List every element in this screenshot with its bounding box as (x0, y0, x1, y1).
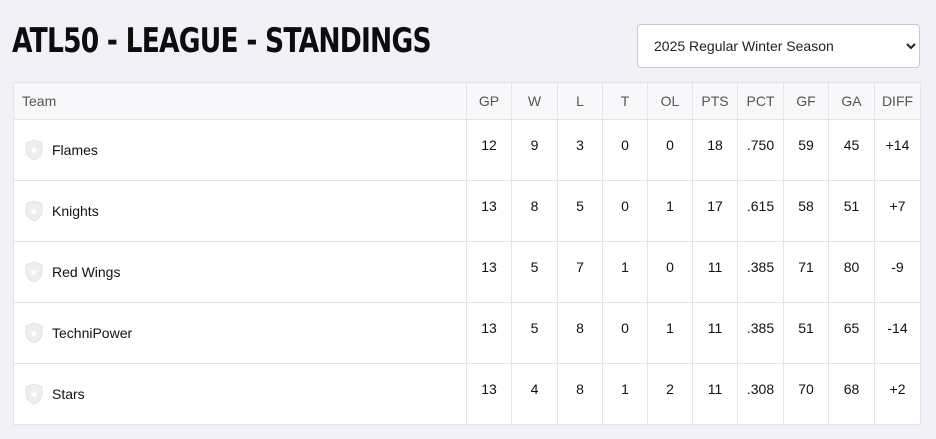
cell-pts: 18 (692, 119, 738, 181)
team-cell: Red Wings (13, 241, 467, 303)
team-name-link[interactable]: Stars (52, 386, 85, 402)
cell-ol: 2 (647, 363, 693, 425)
table-row: TechniPower 13 5 8 0 1 11 .385 51 65 -14 (13, 302, 921, 364)
table-row: Red Wings 13 5 7 1 0 11 .385 71 80 -9 (13, 241, 921, 303)
table-row: Flames 12 9 3 0 0 18 .750 59 45 +14 (13, 119, 921, 181)
cell-ol: 0 (647, 119, 693, 181)
column-header-gf[interactable]: GF (783, 82, 829, 120)
team-shield-icon (22, 321, 46, 345)
season-select[interactable]: 2025 Regular Winter Season (637, 24, 920, 68)
page-title: ATL50 - LEAGUE - STANDINGS (12, 21, 432, 61)
cell-pct: .615 (737, 180, 784, 242)
cell-t: 1 (602, 241, 648, 303)
cell-t: 1 (602, 363, 648, 425)
team-name-link[interactable]: Red Wings (52, 264, 121, 280)
column-header-t[interactable]: T (602, 82, 648, 120)
cell-w: 4 (511, 363, 558, 425)
cell-w: 5 (511, 302, 558, 364)
column-header-w[interactable]: W (511, 82, 558, 120)
team-name-link[interactable]: Knights (52, 203, 99, 219)
cell-w: 5 (511, 241, 558, 303)
team-cell: Knights (13, 180, 467, 242)
team-cell: TechniPower (13, 302, 467, 364)
cell-l: 3 (557, 119, 603, 181)
team-cell: Flames (13, 119, 467, 181)
cell-diff: -9 (874, 241, 921, 303)
cell-ga: 45 (828, 119, 875, 181)
cell-gp: 13 (466, 241, 512, 303)
cell-ol: 1 (647, 180, 693, 242)
cell-diff: +7 (874, 180, 921, 242)
cell-ga: 51 (828, 180, 875, 242)
cell-gf: 59 (783, 119, 829, 181)
cell-ga: 68 (828, 363, 875, 425)
cell-diff: -14 (874, 302, 921, 364)
team-shield-icon (22, 260, 46, 284)
cell-gf: 51 (783, 302, 829, 364)
cell-ga: 80 (828, 241, 875, 303)
cell-pts: 11 (692, 241, 738, 303)
cell-gf: 71 (783, 241, 829, 303)
cell-ga: 65 (828, 302, 875, 364)
team-cell: Stars (13, 363, 467, 425)
cell-l: 5 (557, 180, 603, 242)
column-header-ga[interactable]: GA (828, 82, 875, 120)
team-name-link[interactable]: Flames (52, 142, 98, 158)
table-header-row: Team GP W L T OL PTS PCT GF GA DIFF (13, 82, 921, 120)
cell-pts: 11 (692, 302, 738, 364)
cell-pct: .385 (737, 302, 784, 364)
team-shield-icon (22, 138, 46, 162)
cell-diff: +2 (874, 363, 921, 425)
cell-pts: 17 (692, 180, 738, 242)
team-shield-icon (22, 382, 46, 406)
column-header-diff[interactable]: DIFF (874, 82, 921, 120)
column-header-pts[interactable]: PTS (692, 82, 738, 120)
cell-gp: 13 (466, 302, 512, 364)
cell-gp: 13 (466, 363, 512, 425)
table-row: Knights 13 8 5 0 1 17 .615 58 51 +7 (13, 180, 921, 242)
cell-t: 0 (602, 302, 648, 364)
cell-pts: 11 (692, 363, 738, 425)
column-header-pct[interactable]: PCT (737, 82, 784, 120)
cell-w: 9 (511, 119, 558, 181)
cell-pct: .385 (737, 241, 784, 303)
table-row: Stars 13 4 8 1 2 11 .308 70 68 +2 (13, 363, 921, 425)
cell-t: 0 (602, 119, 648, 181)
cell-pct: .308 (737, 363, 784, 425)
cell-gp: 12 (466, 119, 512, 181)
cell-l: 8 (557, 302, 603, 364)
cell-ol: 1 (647, 302, 693, 364)
cell-diff: +14 (874, 119, 921, 181)
cell-t: 0 (602, 180, 648, 242)
cell-gp: 13 (466, 180, 512, 242)
cell-ol: 0 (647, 241, 693, 303)
column-header-l[interactable]: L (557, 82, 603, 120)
team-name-link[interactable]: TechniPower (52, 325, 133, 341)
cell-l: 8 (557, 363, 603, 425)
column-header-gp[interactable]: GP (466, 82, 512, 120)
standings-table: Team GP W L T OL PTS PCT GF GA DIFF (13, 82, 921, 425)
cell-pct: .750 (737, 119, 784, 181)
team-shield-icon (22, 199, 46, 223)
cell-gf: 58 (783, 180, 829, 242)
cell-w: 8 (511, 180, 558, 242)
column-header-team[interactable]: Team (13, 82, 467, 120)
cell-l: 7 (557, 241, 603, 303)
cell-gf: 70 (783, 363, 829, 425)
column-header-ol[interactable]: OL (647, 82, 693, 120)
